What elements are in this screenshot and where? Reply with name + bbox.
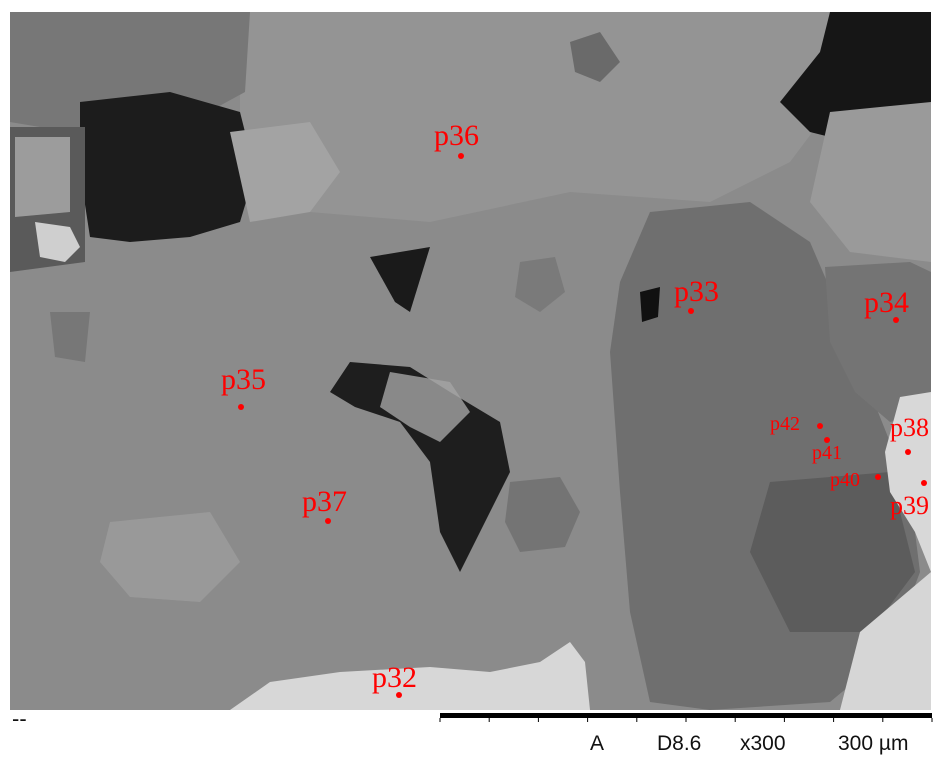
left-edge-bright-grain [35,222,80,262]
point-label-p41: p41 [812,442,842,464]
point-marker-p33 [688,308,694,314]
upper-light-region [240,12,850,222]
fibrous-region-lower-left [100,512,240,602]
bright-grain-lower-right [840,572,931,710]
scale-bar-ticks [439,718,933,722]
dark-void-small-triangle [370,247,430,312]
bright-phase-bottom [230,642,590,710]
working-distance-label: D8.6 [657,732,702,755]
magnification-label: x300 [740,732,786,755]
point-label-p40: p40 [830,469,860,491]
grain-p34 [825,262,931,422]
fibrous-fan-right [810,102,931,262]
texture-left-middle [50,312,90,362]
point-marker-p35 [238,404,244,410]
small-grain-top [570,32,620,82]
scale-bar-area [0,710,939,756]
sem-micrograph: p36 p33 p34 p35 p42 p41 p38 p40 p39 p37 p32 [10,12,931,710]
porous-patch-lower-right [750,472,915,632]
scale-bar-line [440,713,932,718]
scale-bar [439,713,933,722]
bright-rim-right [885,392,931,572]
point-label-p38: p38 [890,413,929,442]
fibrous-fan-upper [230,122,340,222]
point-marker-p41 [824,437,830,443]
point-marker-p38 [905,449,911,455]
fibrous-rim-center [380,372,470,442]
point-marker-p40 [875,474,881,480]
left-edge-bright-crystals [15,137,70,217]
analysis-points-layer: p36 p33 p34 p35 p42 p41 p38 p40 p39 p37 p32 [221,119,929,698]
scale-length-label: 300 µm [838,732,909,755]
point-marker-p36 [458,153,464,159]
point-label-p36: p36 [434,119,479,152]
point-marker-p32 [396,692,402,698]
point-label-p32: p32 [372,661,417,694]
point-marker-p39 [921,480,927,486]
point-marker-p34 [893,317,899,323]
footer-left-mark: -- [12,706,27,731]
point-label-p33: p33 [674,275,719,308]
point-label-p39: p39 [890,491,929,520]
detector-label: A [590,732,605,755]
point-label-p34: p34 [864,286,909,319]
dark-void-top-right [780,12,931,142]
point-label-p35: p35 [221,363,266,396]
point-marker-p37 [325,518,331,524]
point-label-p42: p42 [770,413,800,435]
dark-pore-near-p33 [640,287,660,322]
grain-mid-upper [515,257,565,312]
grain-mid-lower [505,477,580,552]
dark-void-upper-left [80,92,255,242]
point-label-p37: p37 [302,485,347,518]
point-marker-p42 [817,423,823,429]
